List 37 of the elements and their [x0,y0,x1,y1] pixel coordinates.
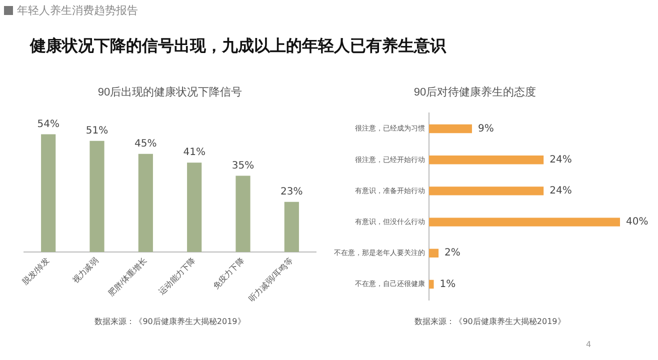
bar [429,218,620,226]
source-note: 数据来源：《90后健康养生大揭秘2019》 [94,316,246,327]
x-tick-label: 运动能力下降 [157,256,198,296]
bar [90,140,104,252]
data-label: 1% [440,278,456,290]
data-label: 24% [550,186,572,197]
x-tick-label: 听力减弱/耳鸣等 [247,256,295,304]
x-tick-label: 脱发/掉发 [20,256,52,287]
data-label: 45% [134,138,157,150]
chart-title: 90后对待健康养生的态度 [414,86,536,99]
bar [138,154,153,252]
data-label: 24% [550,154,572,166]
bar [429,248,439,258]
bar [236,176,250,252]
data-label: 40% [626,216,648,228]
data-label: 51% [86,125,108,136]
bar [41,134,56,252]
text: 健康状况下降的信号出现，九成以上的年轻人已有养生意识 [30,36,446,57]
source-note: 数据来源：《90后健康养生大揭秘2019》 [414,316,566,327]
bar [429,186,544,196]
text: 4 [586,340,592,349]
bar [429,280,434,289]
data-label: 54% [37,118,60,130]
x-tick-label: 肥胖/体重增长 [106,256,149,298]
x-tick-label: 视力减弱 [70,256,100,286]
data-label: 41% [183,147,206,158]
bar [429,155,544,164]
text: 年轻人养生消费趋势报告 [17,3,138,18]
bar [429,124,472,134]
data-label: 9% [478,123,494,134]
data-label: 35% [232,160,254,172]
data-label: 2% [444,248,460,259]
bar [284,202,299,252]
data-label: 23% [280,186,303,198]
bar [187,162,202,252]
x-tick-label: 免疫力下降 [211,256,246,291]
chart-title: 90后出现的健康状况下降信号 [98,86,242,99]
